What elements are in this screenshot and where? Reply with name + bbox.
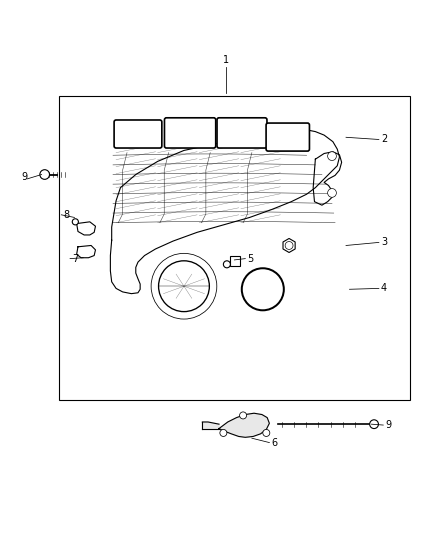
Circle shape [240,412,247,419]
FancyBboxPatch shape [217,118,267,148]
Polygon shape [77,246,95,258]
Text: 9: 9 [21,172,27,182]
Circle shape [40,169,49,179]
Text: 5: 5 [247,254,254,264]
Bar [59,96,410,400]
Circle shape [223,261,230,268]
Text: 4: 4 [381,284,387,293]
FancyBboxPatch shape [164,118,215,148]
Polygon shape [219,413,269,437]
Polygon shape [202,422,219,430]
Circle shape [370,420,378,429]
Circle shape [159,261,209,312]
Text: 7: 7 [72,254,78,264]
Circle shape [328,189,336,197]
Circle shape [220,430,227,437]
Text: 3: 3 [381,237,387,247]
Text: 1: 1 [223,55,229,65]
Circle shape [285,241,293,249]
Text: 9: 9 [385,420,392,430]
Circle shape [263,430,270,437]
Circle shape [328,152,336,160]
FancyBboxPatch shape [266,123,309,151]
Text: 6: 6 [272,438,278,448]
Bar [230,256,240,265]
FancyBboxPatch shape [114,120,162,148]
Polygon shape [77,222,95,235]
Text: 8: 8 [64,210,70,220]
Text: 2: 2 [381,134,387,144]
Circle shape [72,219,78,225]
